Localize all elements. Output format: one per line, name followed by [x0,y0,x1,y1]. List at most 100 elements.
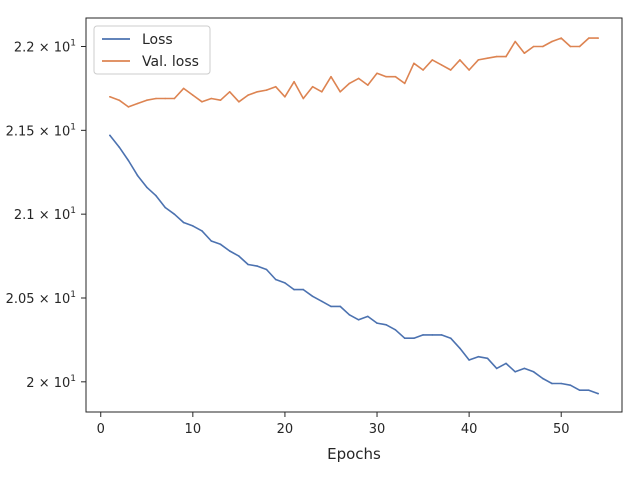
data-point-val-loss [247,94,249,96]
data-point-val-loss [560,37,562,39]
data-point-val-loss [551,40,553,43]
data-point-val-loss [146,99,148,101]
series-line-val-loss [109,37,599,108]
x-tick-label: 50 [553,422,570,437]
data-point-loss [348,314,351,316]
y-tick-mantissa: 2.1 [14,208,35,223]
data-point-val-loss [394,75,397,78]
series-line-loss [109,134,599,395]
data-point-val-loss [265,89,268,91]
y-tick-times: × 10 [35,208,71,223]
data-point-loss [339,305,342,308]
data-point-loss [588,389,590,392]
y-tick-mantissa: 2.2 [14,41,35,56]
data-point-val-loss [348,82,351,85]
data-point-val-loss [385,75,388,78]
x-axis: 0 10 20 30 40 50 [97,412,570,437]
data-point-val-loss [578,45,581,48]
data-point-loss [569,384,572,387]
series-layer [109,37,599,395]
data-point-val-loss [495,55,498,58]
data-point-val-loss [210,97,213,100]
y-tick-label: 2.15 × 101 [6,122,76,139]
data-point-loss [523,367,526,370]
data-point-val-loss [357,77,360,80]
data-point-loss [274,278,277,281]
data-point-val-loss [468,69,470,71]
data-point-val-loss [588,37,590,39]
data-point-loss [192,225,194,227]
data-point-val-loss [477,59,480,61]
data-point-val-loss [173,97,176,100]
data-point-val-loss [118,99,120,101]
data-point-loss [238,255,240,257]
y-tick-exponent: 1 [70,206,76,216]
data-point-val-loss [514,40,516,43]
data-point-val-loss [542,45,544,48]
data-point-loss [431,334,434,336]
data-point-loss [551,382,553,385]
data-point-loss [578,389,581,392]
plot-area-frame [85,17,623,413]
data-point-val-loss [155,97,157,100]
data-point-val-loss [321,91,323,93]
data-point-loss [413,337,415,340]
data-point-loss [155,194,157,197]
data-point-loss [486,357,489,360]
y-tick-label: 2 × 101 [26,374,76,391]
y-tick-times: × 10 [35,376,71,391]
data-point-val-loss [569,45,572,48]
data-point-val-loss [597,37,599,39]
data-point-val-loss [302,97,305,100]
data-point-val-loss [403,82,406,85]
y-tick-mantissa: 2.15 [6,124,35,139]
y-tick-times: × 10 [35,292,71,307]
x-tick-label: 10 [185,422,202,437]
data-point-val-loss [532,45,535,48]
data-point-val-loss [136,102,139,105]
data-point-loss [597,392,599,395]
data-point-val-loss [284,96,286,98]
data-point-loss [201,230,203,232]
data-point-val-loss [440,64,443,66]
data-point-loss [247,263,249,266]
data-point-loss [449,337,452,340]
data-point-val-loss [192,94,194,96]
data-point-val-loss [459,59,461,61]
data-point-val-loss [486,57,489,59]
data-point-loss [146,186,148,189]
x-tick-label: 30 [369,422,386,437]
y-tick-times: × 10 [35,124,71,139]
data-point-loss [173,213,176,215]
y-tick-mantissa: 2 [26,376,34,391]
data-point-val-loss [367,84,369,86]
data-point-loss [468,359,470,361]
y-tick-label: 2.2 × 101 [14,39,76,56]
data-point-loss [109,134,111,137]
data-point-loss [210,240,213,242]
data-point-loss [403,337,406,340]
data-point-loss [284,282,286,284]
data-point-loss [330,305,332,308]
data-point-loss [302,288,305,291]
data-point-val-loss [330,75,332,78]
data-point-loss [265,268,268,271]
data-point-loss [118,146,120,148]
data-point-val-loss [182,87,185,90]
x-tick-label: 20 [277,422,294,437]
data-point-loss [376,322,378,324]
data-point-loss [182,221,185,224]
data-point-val-loss [376,72,378,75]
data-point-loss [542,377,544,380]
x-tick-label: 0 [97,422,105,437]
data-point-loss [477,355,480,358]
data-point-loss [385,324,388,326]
data-point-val-loss [431,59,434,61]
data-point-val-loss [201,101,203,103]
data-point-val-loss [339,91,342,93]
legend-box [93,25,211,75]
data-point-loss [394,329,397,331]
